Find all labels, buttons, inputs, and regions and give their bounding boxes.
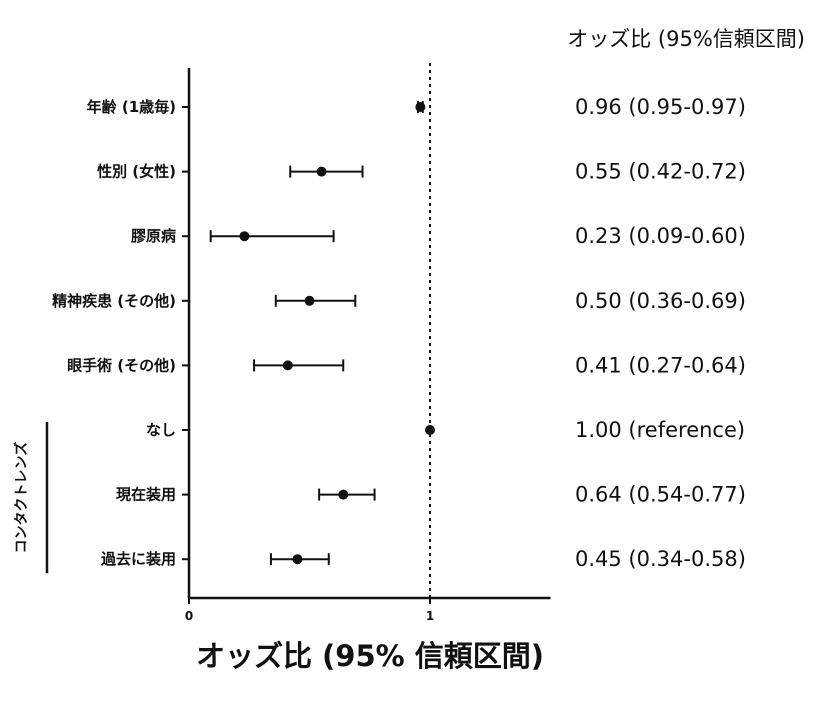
odds-ratio-text: 0.64 (0.54-0.77)	[575, 483, 746, 507]
category-label: 眼手術 (その他)	[67, 356, 176, 374]
odds-ratio-text: 0.45 (0.34-0.58)	[575, 547, 746, 571]
odds-ratio-header: オッズ比 (95%信頼区間)	[567, 27, 805, 51]
category-label: 精神疾患 (その他)	[52, 292, 176, 310]
point-estimate	[304, 295, 315, 306]
point-estimate	[239, 231, 250, 242]
odds-ratio-text: 0.55 (0.42-0.72)	[575, 160, 746, 184]
point-estimate	[338, 489, 349, 500]
category-label: 現在装用	[116, 486, 176, 504]
odds-ratio-text: 0.41 (0.27-0.64)	[575, 353, 746, 377]
point-estimate	[425, 425, 435, 435]
category-label: 年齢 (1歳毎)	[87, 98, 176, 116]
x-axis-title: オッズ比 (95% 信頼区間)	[196, 639, 544, 673]
category-label: 性別 (女性)	[97, 163, 176, 181]
odds-ratio-text: 0.50 (0.36-0.69)	[575, 289, 746, 313]
odds-ratio-text: 0.96 (0.95-0.97)	[575, 95, 746, 119]
category-label: 過去に装用	[100, 550, 176, 568]
odds-ratio-text: 1.00 (reference)	[575, 418, 745, 442]
point-estimate	[415, 102, 426, 112]
category-label: 膠原病	[131, 227, 176, 245]
point-estimate	[292, 554, 303, 565]
odds-ratio-text: 0.23 (0.09-0.60)	[575, 224, 746, 248]
point-estimate	[282, 360, 293, 371]
x-tick-label: 0	[185, 609, 193, 623]
category-label: なし	[146, 421, 176, 439]
point-estimate	[316, 166, 327, 177]
x-tick-label: 1	[426, 609, 434, 623]
group-label: コンタクトレンズ	[13, 442, 30, 554]
